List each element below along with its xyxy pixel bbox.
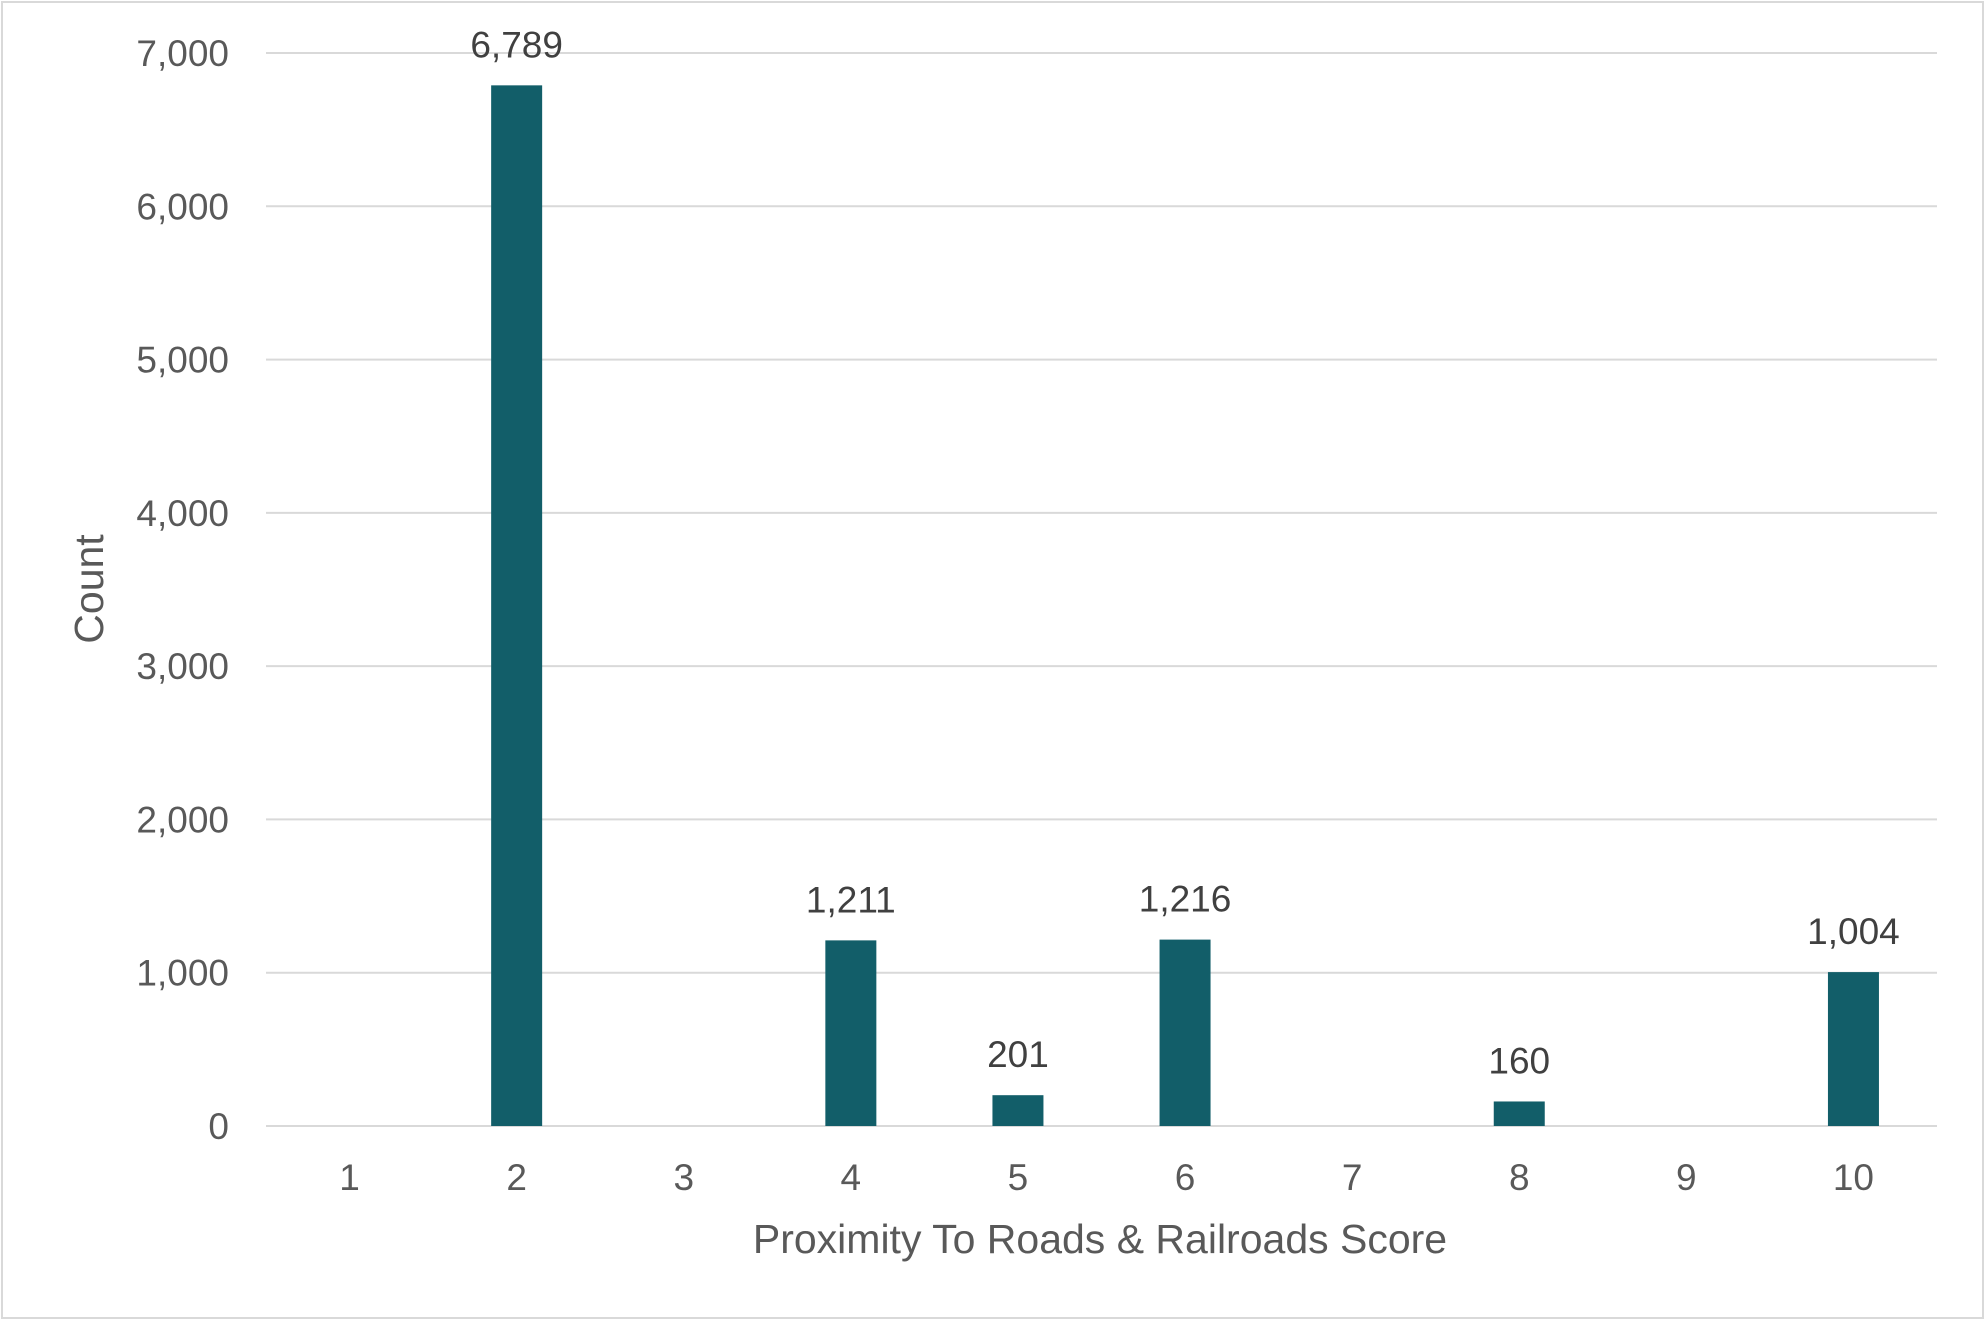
x-tick-label: 3 xyxy=(673,1157,694,1198)
bar-4 xyxy=(825,940,877,1126)
x-tick-label: 1 xyxy=(339,1157,360,1198)
bar-10 xyxy=(1827,972,1879,1126)
data-label-10: 1,004 xyxy=(1807,911,1900,952)
y-tick-label: 7,000 xyxy=(136,33,229,74)
x-axis-title: Proximity To Roads & Railroads Score xyxy=(753,1216,1447,1262)
x-tick-label: 7 xyxy=(1342,1157,1363,1198)
x-axis-ticks: 1 2 3 4 5 6 7 8 9 10 xyxy=(339,1157,1874,1198)
data-label-4: 1,211 xyxy=(806,879,896,920)
data-label-5: 201 xyxy=(987,1034,1049,1075)
y-tick-label: 5,000 xyxy=(136,340,229,381)
bar-6 xyxy=(1159,939,1211,1126)
data-label-6: 1,216 xyxy=(1139,879,1232,920)
x-tick-label: 6 xyxy=(1175,1157,1196,1198)
y-tick-label: 3,000 xyxy=(136,646,229,687)
y-axis-title: Count xyxy=(66,534,112,644)
gridlines xyxy=(266,52,1937,1127)
bar-8 xyxy=(1493,1101,1545,1126)
y-tick-label: 6,000 xyxy=(136,186,229,227)
bar-5 xyxy=(992,1095,1044,1126)
bar-chart: 0 1,000 2,000 3,000 4,000 5,000 6,000 7,000 6,7… xyxy=(66,24,1937,1262)
y-tick-label: 1,000 xyxy=(136,953,229,994)
bar-2 xyxy=(491,85,543,1127)
y-tick-label: 2,000 xyxy=(136,799,229,840)
y-tick-label: 4,000 xyxy=(136,493,229,534)
x-tick-label: 4 xyxy=(841,1157,862,1198)
data-label-2: 6,789 xyxy=(470,24,563,65)
x-tick-label: 5 xyxy=(1008,1157,1029,1198)
y-axis-ticks: 0 1,000 2,000 3,000 4,000 5,000 6,000 7,000 xyxy=(136,33,229,1147)
data-labels: 6,789 1,211 201 1,216 160 1,004 xyxy=(470,24,1899,1081)
x-tick-label: 2 xyxy=(506,1157,527,1198)
x-tick-label: 10 xyxy=(1833,1157,1874,1198)
data-label-8: 160 xyxy=(1488,1040,1550,1081)
x-tick-label: 9 xyxy=(1676,1157,1697,1198)
y-tick-label: 0 xyxy=(208,1106,229,1147)
bars xyxy=(491,85,1879,1127)
x-tick-label: 8 xyxy=(1509,1157,1530,1198)
